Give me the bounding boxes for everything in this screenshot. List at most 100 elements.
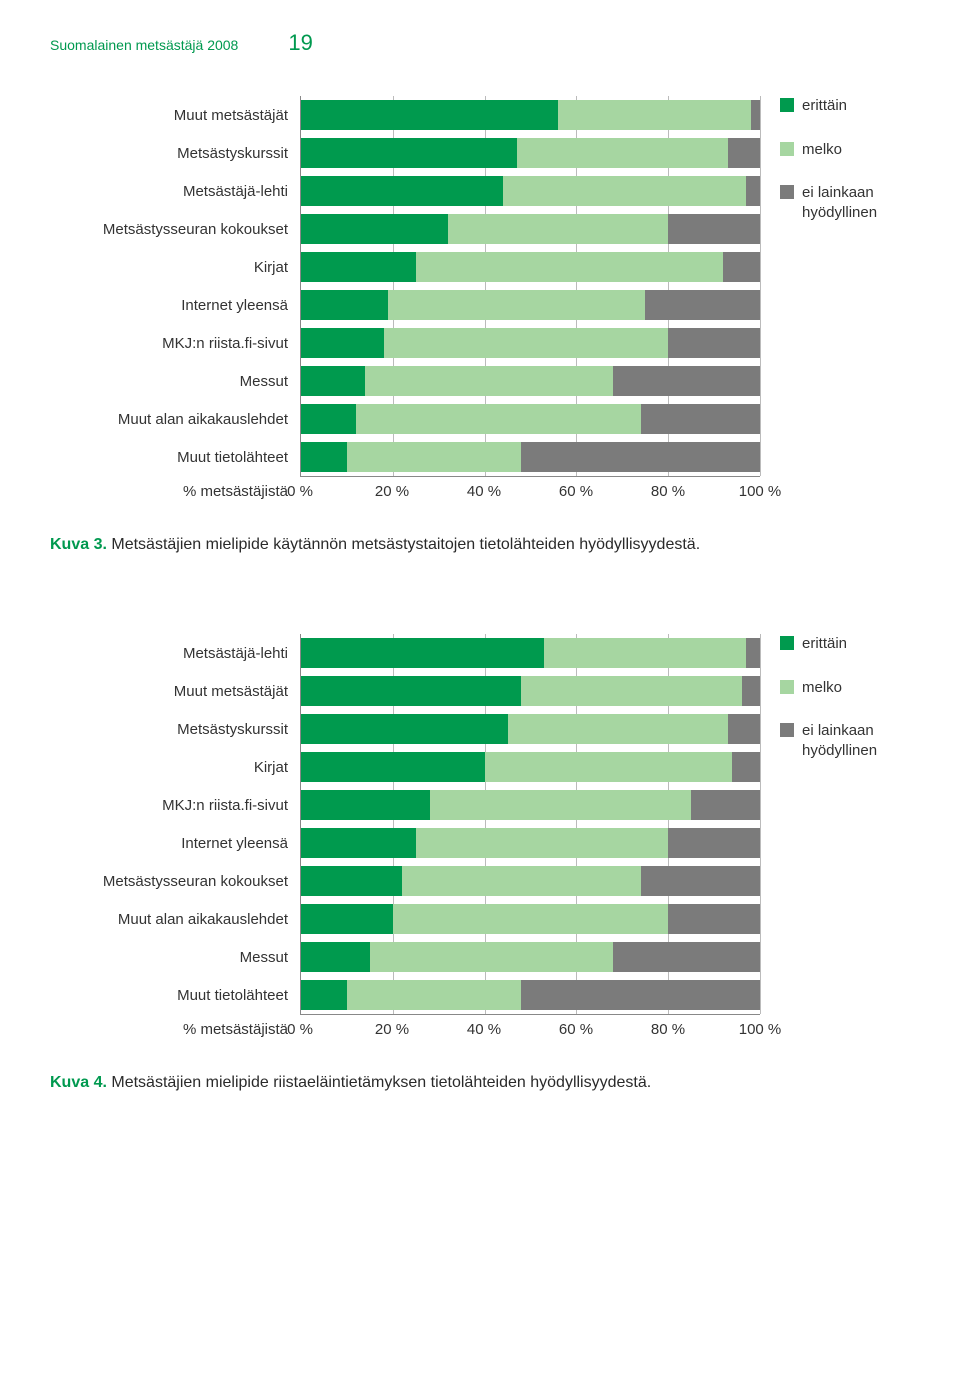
bar-area: [300, 172, 760, 210]
axis-tick: 20 %: [375, 483, 409, 500]
bar-segment-not: [728, 714, 760, 744]
bar-segment-somewhat: [448, 214, 668, 244]
bar-segment-very: [301, 138, 517, 168]
bar-segment-somewhat: [416, 252, 724, 282]
bar-area: [300, 286, 760, 324]
bar-segment-very: [301, 214, 448, 244]
bar-segment-somewhat: [430, 790, 692, 820]
publication-title: Suomalainen metsästäjä 2008: [50, 37, 238, 53]
chart-row: MKJ:n riista.fi-sivut: [50, 786, 910, 824]
bar-segment-somewhat: [521, 676, 741, 706]
bar-segment-somewhat: [503, 176, 746, 206]
x-axis: % metsästäjistä 0 %20 %40 %60 %80 %100 %: [300, 476, 760, 506]
legend-item: ei lainkaan hyödyllinen: [780, 183, 910, 222]
row-label: Muut alan aikakauslehdet: [50, 911, 300, 928]
axis-tick: 60 %: [559, 483, 593, 500]
bar-track: [301, 714, 760, 744]
caption-text: Metsästäjien mielipide käytännön metsäst…: [107, 536, 700, 553]
bar-area: [300, 210, 760, 248]
legend-swatch: [780, 636, 794, 650]
bar-segment-not: [668, 904, 760, 934]
bar-segment-somewhat: [416, 828, 668, 858]
bar-segment-very: [301, 752, 485, 782]
bar-segment-not: [746, 176, 760, 206]
bar-track: [301, 638, 760, 668]
bar-area: [300, 248, 760, 286]
chart-row: Muut tietolähteet: [50, 976, 910, 1014]
chart-kuva-3: erittäinmelkoei lainkaan hyödyllinen Muu…: [50, 96, 910, 506]
legend-label: melko: [802, 678, 842, 698]
bar-track: [301, 404, 760, 434]
chart-row: Kirjat: [50, 248, 910, 286]
bar-segment-somewhat: [388, 290, 645, 320]
bar-area: [300, 324, 760, 362]
bar-segment-somewhat: [517, 138, 728, 168]
bar-segment-not: [728, 138, 760, 168]
axis-label: % metsästäjistä: [50, 483, 288, 500]
legend: erittäinmelkoei lainkaan hyödyllinen: [780, 96, 910, 246]
bar-segment-not: [641, 866, 760, 896]
axis-tick: 80 %: [651, 483, 685, 500]
bar-segment-very: [301, 676, 521, 706]
bar-segment-not: [668, 828, 760, 858]
bar-area: [300, 824, 760, 862]
legend-item: melko: [780, 140, 910, 160]
row-label: Metsästäjä-lehti: [50, 183, 300, 200]
x-axis: % metsästäjistä 0 %20 %40 %60 %80 %100 %: [300, 1014, 760, 1044]
chart-row: Internet yleensä: [50, 286, 910, 324]
bar-track: [301, 942, 760, 972]
axis-tick: 20 %: [375, 1021, 409, 1038]
bar-segment-very: [301, 828, 416, 858]
bar-segment-not: [751, 100, 760, 130]
legend-label: erittäin: [802, 634, 847, 654]
chart-row: Messut: [50, 938, 910, 976]
axis-tick: 40 %: [467, 1021, 501, 1038]
bar-segment-very: [301, 176, 503, 206]
row-label: Metsästyskurssit: [50, 145, 300, 162]
legend-swatch: [780, 142, 794, 156]
bar-segment-very: [301, 100, 558, 130]
bar-area: [300, 976, 760, 1014]
bar-segment-very: [301, 714, 508, 744]
bar-area: [300, 634, 760, 672]
bar-segment-somewhat: [508, 714, 728, 744]
chart-caption-4: Kuva 4. Metsästäjien mielipide riistaelä…: [50, 1074, 910, 1092]
bar-area: [300, 862, 760, 900]
bar-area: [300, 400, 760, 438]
legend-label: melko: [802, 140, 842, 160]
row-label: Muut metsästäjät: [50, 107, 300, 124]
bar-segment-somewhat: [356, 404, 641, 434]
bar-segment-not: [746, 638, 760, 668]
row-label: Messut: [50, 373, 300, 390]
bar-segment-not: [691, 790, 760, 820]
axis-tick: 80 %: [651, 1021, 685, 1038]
bar-segment-very: [301, 290, 388, 320]
row-label: Muut alan aikakauslehdet: [50, 411, 300, 428]
legend-item: ei lainkaan hyödyllinen: [780, 721, 910, 760]
bar-segment-not: [668, 214, 760, 244]
chart-row: MKJ:n riista.fi-sivut: [50, 324, 910, 362]
axis-tick: 0 %: [287, 483, 313, 500]
axis-tick: 60 %: [559, 1021, 593, 1038]
bar-segment-not: [641, 404, 760, 434]
axis-tick: 0 %: [287, 1021, 313, 1038]
bar-segment-not: [645, 290, 760, 320]
bar-area: [300, 710, 760, 748]
bar-segment-not: [732, 752, 760, 782]
row-label: Internet yleensä: [50, 297, 300, 314]
bar-track: [301, 176, 760, 206]
row-label: Metsästysseuran kokoukset: [50, 221, 300, 238]
legend-swatch: [780, 98, 794, 112]
legend-swatch: [780, 185, 794, 199]
bar-track: [301, 676, 760, 706]
bar-track: [301, 214, 760, 244]
row-label: Messut: [50, 949, 300, 966]
chart-row: Messut: [50, 362, 910, 400]
bar-track: [301, 138, 760, 168]
bar-area: [300, 900, 760, 938]
bar-track: [301, 866, 760, 896]
caption-prefix: Kuva 4.: [50, 1074, 107, 1091]
caption-text: Metsästäjien mielipide riistaeläintietäm…: [107, 1074, 651, 1091]
bar-segment-somewhat: [384, 328, 669, 358]
row-label: Metsästysseuran kokoukset: [50, 873, 300, 890]
